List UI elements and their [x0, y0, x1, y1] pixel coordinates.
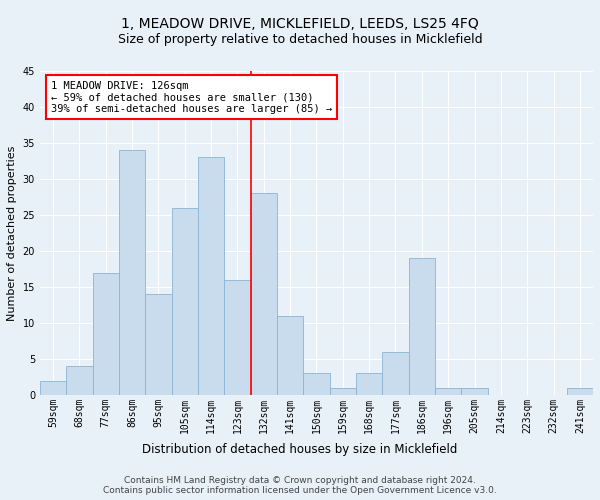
Bar [172, 208, 198, 395]
Bar [145, 294, 172, 395]
Bar [224, 280, 251, 395]
Text: Size of property relative to detached houses in Micklefield: Size of property relative to detached ho… [118, 32, 482, 46]
Bar [382, 352, 409, 395]
Bar [303, 374, 329, 395]
Text: Contains HM Land Registry data © Crown copyright and database right 2024.
Contai: Contains HM Land Registry data © Crown c… [103, 476, 497, 495]
Bar [329, 388, 356, 395]
Text: 1, MEADOW DRIVE, MICKLEFIELD, LEEDS, LS25 4FQ: 1, MEADOW DRIVE, MICKLEFIELD, LEEDS, LS2… [121, 18, 479, 32]
Bar [251, 194, 277, 395]
Bar [356, 374, 382, 395]
Text: Distribution of detached houses by size in Micklefield: Distribution of detached houses by size … [142, 442, 458, 456]
Bar [40, 380, 66, 395]
Bar [66, 366, 92, 395]
Bar [409, 258, 435, 395]
Bar [277, 316, 303, 395]
Bar [567, 388, 593, 395]
Bar [119, 150, 145, 395]
Bar [461, 388, 488, 395]
Bar [92, 272, 119, 395]
Bar [435, 388, 461, 395]
Y-axis label: Number of detached properties: Number of detached properties [7, 146, 17, 320]
Text: 1 MEADOW DRIVE: 126sqm
← 59% of detached houses are smaller (130)
39% of semi-de: 1 MEADOW DRIVE: 126sqm ← 59% of detached… [51, 80, 332, 114]
Bar [198, 158, 224, 395]
